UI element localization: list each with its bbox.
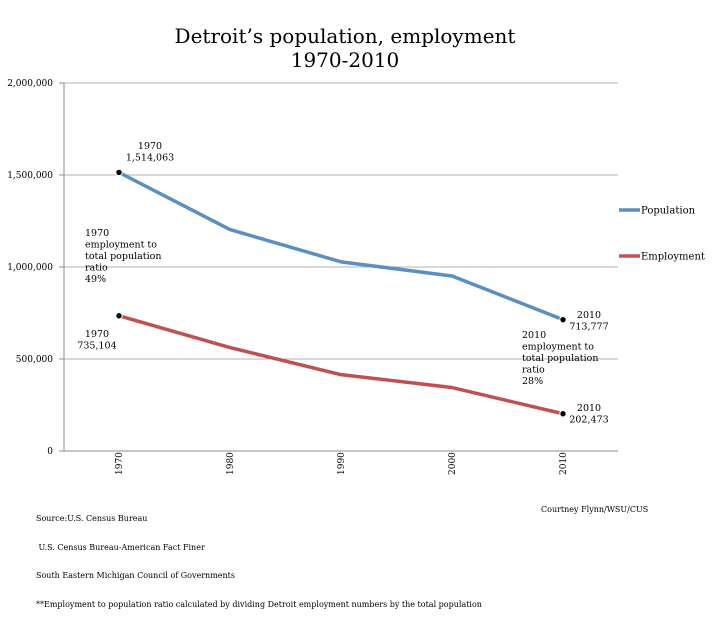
y-tick-label: 1,500,000 <box>7 171 53 181</box>
x-tick-label: 1980 <box>226 452 236 475</box>
annotation-ratio-1970: 1970 employment to total population ratio 49… <box>85 228 161 285</box>
source-line: **Employment to population ratio calcula… <box>36 599 482 609</box>
y-tick-label: 1,000,000 <box>7 263 53 273</box>
x-tick-labels: 1970 1980 1990 2000 2010 <box>115 452 569 475</box>
data-point-employment <box>559 410 567 418</box>
series-lines <box>117 170 565 416</box>
chart-title: Detroit’s population, employment <box>174 24 516 48</box>
annotation-employment-1970: 1970 735,104 <box>77 329 116 352</box>
series-line-population <box>117 170 565 322</box>
credit: Courtney Flynn/WSU/CUS <box>541 505 649 514</box>
annotation-employment-2010: 2010 202,473 <box>569 403 608 426</box>
legend: Population Employment <box>619 206 705 263</box>
source-line: U.S. Census Bureau-American Fact Finer <box>36 542 205 552</box>
x-tick-label: 1990 <box>337 452 347 475</box>
line-chart: 0 500,000 1,000,000 1,500,000 2,000,000 1970… <box>7 79 705 475</box>
data-point-population <box>559 315 567 324</box>
chart-subtitle: 1970-2010 <box>290 48 400 72</box>
data-markers <box>115 168 567 418</box>
annotation-population-2010: 2010 713,777 <box>569 310 608 333</box>
legend-label: Employment <box>641 252 705 263</box>
data-point-employment <box>115 312 123 320</box>
grid-lines <box>64 82 618 360</box>
source-line: Source:U.S. Census Bureau <box>36 514 148 523</box>
annotations: 1970 1,514,063 1970 employment to total popu… <box>77 141 608 426</box>
x-tick-label: 1970 <box>115 452 125 475</box>
annotation-population-1970: 1970 1,514,063 <box>126 141 174 164</box>
legend-label: Population <box>641 206 696 217</box>
annotation-ratio-2010: 2010 employment to total population ratio 28… <box>522 330 598 387</box>
y-tick-label: 2,000,000 <box>7 79 53 89</box>
source-line: South Eastern Michigan Council of Govern… <box>36 571 236 580</box>
x-tick-label: 2010 <box>559 452 569 475</box>
x-tick-label: 2000 <box>448 452 458 475</box>
source-notes: Source:U.S. Census Bureau U.S. Census Bu… <box>36 495 482 619</box>
series-line-employment <box>117 313 565 416</box>
y-tick-label: 0 <box>47 447 53 457</box>
y-tick-label: 500,000 <box>16 355 53 365</box>
chart-title-block: Detroit’s population, employment 1970-20… <box>60 24 630 72</box>
axes <box>59 82 618 452</box>
data-point-population <box>115 168 123 177</box>
y-tick-labels: 0 500,000 1,000,000 1,500,000 2,000,000 <box>7 79 53 457</box>
